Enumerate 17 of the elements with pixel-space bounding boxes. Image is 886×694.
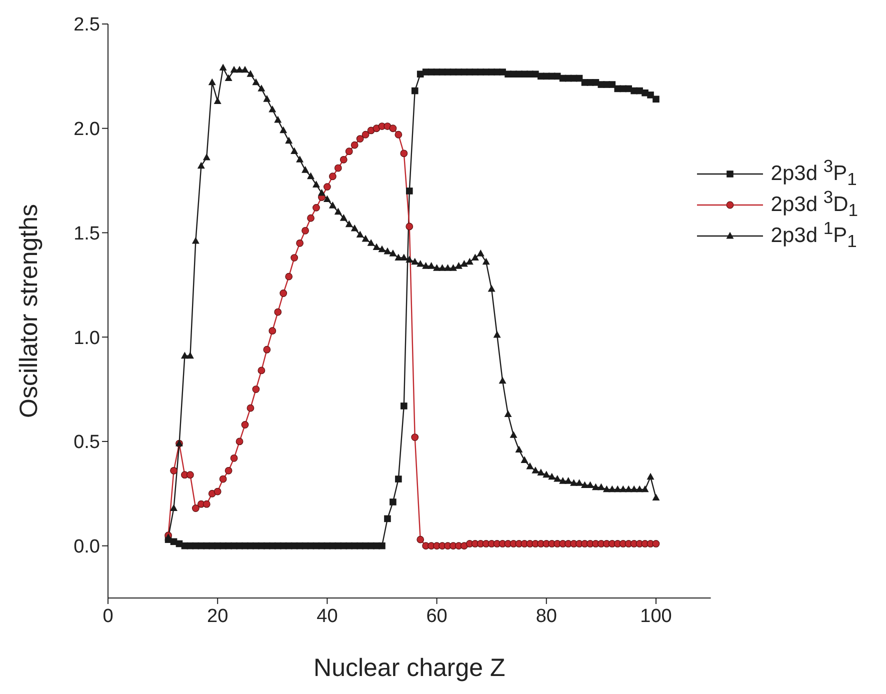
- x-tick-label: 60: [426, 606, 448, 627]
- legend-label: 2p3d $^{1}$P$_{1}$: [770, 218, 857, 252]
- y-tick-label: 0.5: [74, 432, 100, 454]
- legend-label: 2p3d $^{3}$P$_{1}$: [770, 156, 857, 190]
- x-axis-title: Nuclear charge Z: [314, 654, 506, 682]
- x-tick-label: 80: [536, 606, 557, 627]
- legend-label: 2p3d $^{3}$D$_{1}$: [770, 187, 858, 221]
- x-tick-label: 100: [640, 606, 672, 627]
- y-tick-label: 1.5: [74, 223, 100, 244]
- y-tick-label: 0.0: [74, 536, 100, 558]
- x-tick-label: 20: [207, 606, 228, 627]
- y-tick-label: 1.0: [74, 328, 100, 349]
- y-tick-label: 2.0: [74, 119, 100, 140]
- y-tick-label: 2.5: [74, 14, 100, 36]
- x-tick-label: 0: [102, 606, 114, 627]
- x-tick-label: 40: [316, 606, 338, 627]
- y-axis-title: Oscillator strengths: [14, 204, 43, 418]
